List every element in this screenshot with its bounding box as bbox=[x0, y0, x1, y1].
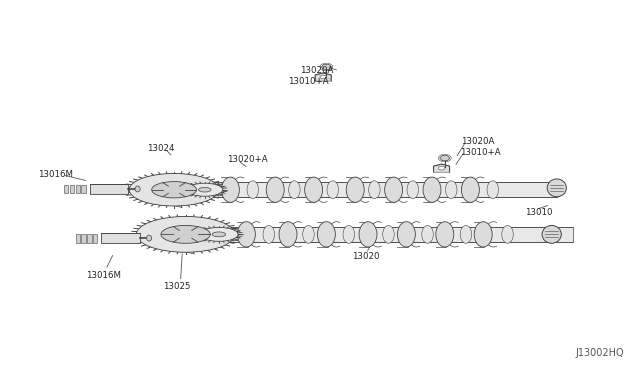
Ellipse shape bbox=[237, 222, 255, 247]
Ellipse shape bbox=[422, 225, 433, 243]
Ellipse shape bbox=[369, 181, 380, 199]
Ellipse shape bbox=[385, 177, 403, 202]
Text: 13020: 13020 bbox=[352, 252, 380, 261]
Bar bbox=[90, 184, 128, 194]
Bar bbox=[81, 185, 86, 193]
Bar bbox=[81, 234, 86, 243]
Text: J13002HQ: J13002HQ bbox=[575, 348, 624, 358]
Ellipse shape bbox=[397, 222, 415, 247]
Bar bbox=[76, 185, 80, 193]
Ellipse shape bbox=[547, 179, 566, 197]
Ellipse shape bbox=[383, 225, 394, 243]
Ellipse shape bbox=[445, 181, 457, 199]
Ellipse shape bbox=[407, 181, 419, 199]
Ellipse shape bbox=[343, 225, 355, 243]
Ellipse shape bbox=[317, 222, 335, 247]
Ellipse shape bbox=[487, 181, 499, 199]
Ellipse shape bbox=[327, 181, 339, 199]
Ellipse shape bbox=[460, 225, 472, 243]
Ellipse shape bbox=[193, 181, 204, 199]
Text: 13010+A: 13010+A bbox=[288, 77, 328, 86]
Bar bbox=[76, 234, 80, 243]
Text: 13020A: 13020A bbox=[300, 66, 333, 75]
Text: 13020A: 13020A bbox=[461, 137, 494, 146]
Ellipse shape bbox=[212, 232, 226, 237]
Text: 13016M: 13016M bbox=[38, 170, 74, 179]
Text: 13010+A: 13010+A bbox=[460, 148, 500, 157]
Ellipse shape bbox=[161, 225, 210, 243]
Text: 13010: 13010 bbox=[525, 208, 552, 217]
Bar bbox=[93, 234, 97, 243]
Ellipse shape bbox=[266, 177, 284, 202]
Ellipse shape bbox=[152, 182, 196, 198]
Ellipse shape bbox=[187, 183, 223, 196]
Ellipse shape bbox=[359, 222, 377, 247]
Ellipse shape bbox=[438, 166, 445, 170]
Ellipse shape bbox=[221, 177, 239, 202]
Bar bbox=[87, 234, 92, 243]
Bar bbox=[157, 182, 557, 197]
Polygon shape bbox=[315, 73, 332, 81]
Bar bbox=[64, 185, 68, 193]
Ellipse shape bbox=[346, 177, 364, 202]
Ellipse shape bbox=[279, 222, 297, 247]
Ellipse shape bbox=[129, 173, 219, 206]
Text: 13024: 13024 bbox=[147, 144, 175, 153]
Bar bbox=[101, 233, 140, 243]
Bar bbox=[70, 185, 74, 193]
Ellipse shape bbox=[423, 177, 441, 202]
Text: 13016M: 13016M bbox=[86, 271, 122, 280]
Ellipse shape bbox=[263, 225, 275, 243]
Ellipse shape bbox=[461, 177, 479, 202]
Ellipse shape bbox=[542, 225, 561, 243]
Ellipse shape bbox=[135, 186, 140, 192]
Ellipse shape bbox=[200, 227, 238, 241]
Ellipse shape bbox=[502, 225, 513, 243]
Text: 13020+A: 13020+A bbox=[227, 155, 268, 164]
Ellipse shape bbox=[436, 222, 454, 247]
Ellipse shape bbox=[474, 222, 492, 247]
Ellipse shape bbox=[136, 217, 235, 252]
Polygon shape bbox=[321, 64, 332, 70]
Ellipse shape bbox=[303, 225, 314, 243]
Ellipse shape bbox=[320, 75, 326, 79]
Polygon shape bbox=[440, 155, 450, 161]
Ellipse shape bbox=[247, 181, 259, 199]
Text: 13025: 13025 bbox=[163, 282, 191, 291]
Bar bbox=[173, 227, 573, 242]
Ellipse shape bbox=[209, 225, 220, 243]
Ellipse shape bbox=[198, 187, 211, 192]
Ellipse shape bbox=[305, 177, 323, 202]
Polygon shape bbox=[434, 164, 449, 172]
Ellipse shape bbox=[289, 181, 300, 199]
Ellipse shape bbox=[147, 235, 152, 241]
